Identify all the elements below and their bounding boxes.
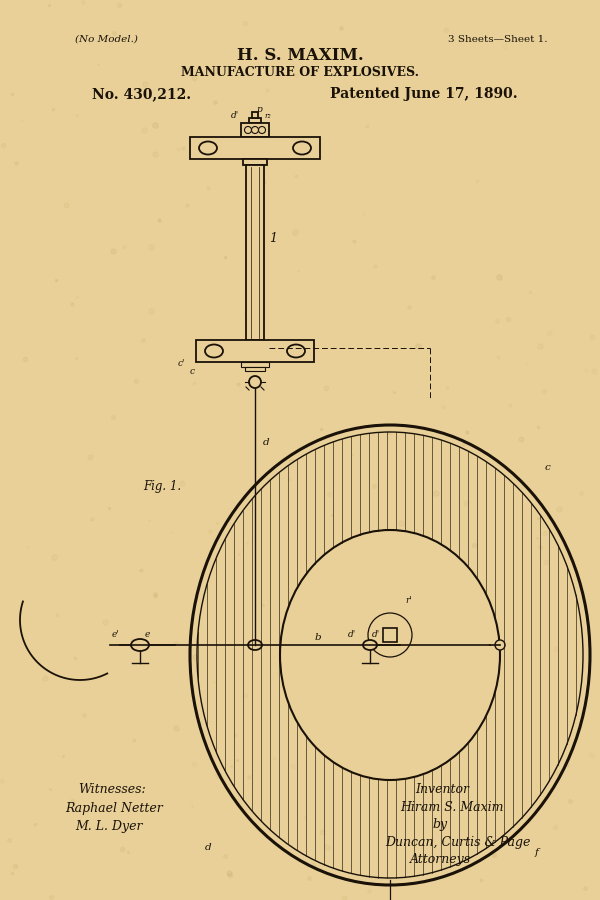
Ellipse shape <box>363 640 377 650</box>
Bar <box>241 123 269 137</box>
Text: 1: 1 <box>269 232 277 245</box>
Text: by: by <box>432 818 447 831</box>
Text: Raphael Netter: Raphael Netter <box>65 802 163 815</box>
Bar <box>190 137 320 159</box>
Ellipse shape <box>248 640 262 650</box>
Text: Fig. 1.: Fig. 1. <box>143 480 181 493</box>
Text: (No Model.): (No Model.) <box>75 35 138 44</box>
Text: d: d <box>263 438 269 447</box>
Text: Patented June 17, 1890.: Patented June 17, 1890. <box>330 87 518 101</box>
Text: d': d' <box>348 630 356 639</box>
Text: b: b <box>315 633 322 642</box>
Circle shape <box>259 127 265 133</box>
Text: Attorneys: Attorneys <box>410 853 471 866</box>
Bar <box>249 118 261 123</box>
Text: p: p <box>257 105 263 114</box>
Circle shape <box>495 640 505 650</box>
Ellipse shape <box>131 639 149 651</box>
Text: M. L. Dyer: M. L. Dyer <box>75 820 143 833</box>
Ellipse shape <box>287 345 305 357</box>
Text: No. 430,212.: No. 430,212. <box>92 87 191 101</box>
Circle shape <box>249 376 261 388</box>
Ellipse shape <box>199 141 217 155</box>
Text: d': d' <box>231 111 239 120</box>
Text: e: e <box>145 630 151 639</box>
Ellipse shape <box>205 345 223 357</box>
Bar <box>246 165 264 340</box>
Ellipse shape <box>293 141 311 155</box>
Circle shape <box>245 127 251 133</box>
Text: Witnesses:: Witnesses: <box>78 783 146 796</box>
Text: c: c <box>545 463 551 472</box>
Text: 3 Sheets—Sheet 1.: 3 Sheets—Sheet 1. <box>448 35 548 44</box>
Bar <box>241 362 269 367</box>
Text: d: d <box>205 843 212 852</box>
Text: r': r' <box>405 596 412 605</box>
Bar <box>383 628 397 642</box>
Text: e': e' <box>112 630 120 639</box>
Text: d': d' <box>372 630 380 639</box>
Circle shape <box>251 127 259 133</box>
Text: f: f <box>535 848 539 857</box>
Text: Duncan, Curtis & Page: Duncan, Curtis & Page <box>385 836 530 849</box>
Text: H. S. MAXIM.: H. S. MAXIM. <box>236 47 364 64</box>
Text: MANUFACTURE OF EXPLOSIVES.: MANUFACTURE OF EXPLOSIVES. <box>181 66 419 79</box>
Text: r₂: r₂ <box>264 112 271 120</box>
Bar <box>243 159 267 165</box>
Text: c': c' <box>178 359 185 368</box>
Ellipse shape <box>280 530 500 780</box>
Text: c: c <box>190 367 195 376</box>
Bar <box>252 112 258 118</box>
Bar <box>245 367 265 371</box>
Text: Hiram S. Maxim: Hiram S. Maxim <box>400 801 503 814</box>
Bar <box>196 340 314 362</box>
Text: Inventor: Inventor <box>415 783 469 796</box>
